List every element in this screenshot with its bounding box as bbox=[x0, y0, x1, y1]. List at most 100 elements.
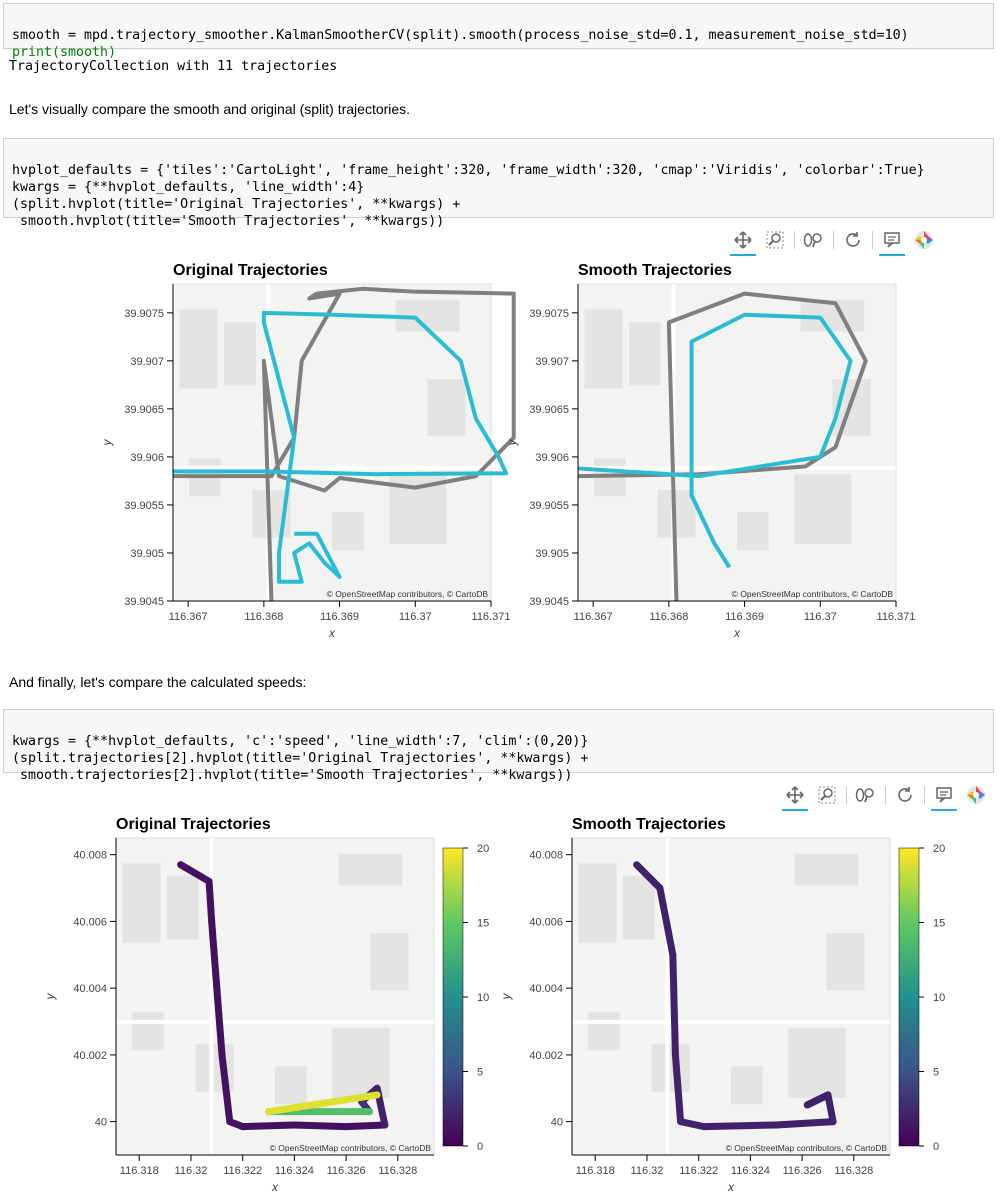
x-axis-label: x bbox=[328, 626, 336, 640]
code-cell-2[interactable]: hvplot_defaults = {'tiles':'CartoLight',… bbox=[3, 138, 994, 229]
pan-icon[interactable] bbox=[730, 227, 756, 256]
speed-segment bbox=[677, 1118, 708, 1131]
x-tick-label: 116.371 bbox=[472, 611, 511, 623]
toolbar-divider bbox=[846, 786, 847, 804]
map-building bbox=[122, 863, 161, 943]
x-tick-label: 116.328 bbox=[378, 1165, 417, 1177]
y-tick-label: 39.907 bbox=[535, 356, 569, 368]
code-line: smooth.trajectories[2].hvplot(title='Smo… bbox=[12, 768, 573, 783]
x-tick-label: 116.37 bbox=[399, 611, 432, 623]
map-attribution: © OpenStreetMap contributors, © CartoDB bbox=[327, 589, 489, 599]
speed-segment bbox=[205, 877, 216, 925]
y-tick-label: 40 bbox=[551, 1117, 563, 1129]
y-tick-label: 39.9075 bbox=[124, 308, 164, 320]
map-building bbox=[370, 933, 409, 991]
toolbar-divider bbox=[924, 786, 925, 804]
x-tick-label: 116.322 bbox=[679, 1165, 718, 1177]
box-zoom-icon[interactable] bbox=[762, 227, 788, 253]
x-tick-label: 116.328 bbox=[834, 1165, 873, 1177]
colorbar-tick-label: 10 bbox=[477, 992, 489, 1004]
cell-output-1: TrajectoryCollection with 11 trajectorie… bbox=[9, 59, 338, 74]
y-tick-label: 40.008 bbox=[73, 850, 107, 862]
speed-segment bbox=[265, 1091, 381, 1116]
trajectory-line bbox=[173, 286, 516, 602]
code-line: kwargs = {**hvplot_defaults, 'line_width… bbox=[12, 180, 365, 195]
top-plots[interactable]: Original Trajectories © OpenStreetMap con… bbox=[0, 255, 1001, 655]
x-tick-label: 116.32 bbox=[175, 1165, 208, 1177]
x-tick-label: 116.324 bbox=[731, 1165, 770, 1177]
bottom-plots[interactable]: Original Trajectories © OpenStreetMap con… bbox=[0, 810, 1001, 1200]
code-cell-1[interactable]: smooth = mpd.trajectory_smoother.KalmanS… bbox=[3, 3, 994, 60]
plot-original-trajectories-top[interactable]: Original Trajectories © OpenStreetMap con… bbox=[100, 262, 516, 640]
y-tick-label: 40.006 bbox=[73, 916, 107, 928]
y-tick-label: 40.002 bbox=[73, 1050, 107, 1062]
wheel-zoom-icon[interactable] bbox=[853, 782, 879, 808]
map-building bbox=[826, 933, 865, 991]
speed-segment bbox=[290, 1121, 350, 1131]
y-axis-label: y bbox=[43, 993, 57, 1001]
speed-segment bbox=[669, 951, 679, 1059]
map-building bbox=[131, 1012, 164, 1051]
hover-icon[interactable] bbox=[879, 227, 905, 256]
plot-toolbar-2 bbox=[782, 782, 989, 811]
y-tick-label: 39.907 bbox=[130, 356, 164, 368]
bokeh-logo-icon[interactable] bbox=[911, 227, 937, 253]
pan-icon[interactable] bbox=[782, 782, 808, 811]
speed-segment bbox=[633, 861, 664, 892]
reset-icon[interactable] bbox=[840, 227, 866, 253]
hover-icon[interactable] bbox=[931, 782, 957, 811]
y-tick-label: 39.9045 bbox=[529, 596, 569, 608]
code-line: (split.trajectories[2].hvplot(title='Ori… bbox=[12, 751, 589, 766]
toolbar-divider bbox=[794, 231, 795, 249]
reset-icon[interactable] bbox=[892, 782, 918, 808]
wheel-zoom-icon[interactable] bbox=[801, 227, 827, 253]
map-building bbox=[657, 490, 696, 538]
speed-segment bbox=[656, 884, 677, 959]
x-axis-label: x bbox=[727, 1180, 735, 1194]
plot-original-trajectories-speed[interactable]: Original Trajectories © OpenStreetMap con… bbox=[43, 816, 489, 1194]
x-tick-label: 116.324 bbox=[275, 1165, 314, 1177]
y-axis-label: y bbox=[505, 439, 519, 447]
plot-smooth-trajectories-speed[interactable]: Smooth Trajectories © OpenStreetMap contr… bbox=[499, 816, 945, 1194]
y-axis-label: y bbox=[499, 993, 513, 1001]
map-building bbox=[584, 309, 623, 389]
colorbar-tick-label: 5 bbox=[477, 1067, 483, 1079]
y-tick-label: 40.006 bbox=[529, 916, 563, 928]
code-line: smooth.hvplot(title='Smooth Trajectories… bbox=[12, 214, 445, 229]
map-building bbox=[578, 863, 617, 943]
bokeh-logo-icon[interactable] bbox=[963, 782, 989, 808]
colorbar bbox=[898, 847, 920, 1147]
colorbar bbox=[442, 847, 464, 1147]
x-tick-label: 116.367 bbox=[574, 611, 613, 623]
plot-title: Smooth Trajectories bbox=[578, 262, 732, 279]
x-tick-label: 116.322 bbox=[223, 1165, 262, 1177]
plot-title: Smooth Trajectories bbox=[572, 816, 726, 833]
y-tick-label: 39.905 bbox=[535, 548, 569, 560]
code-cell-3[interactable]: kwargs = {**hvplot_defaults, 'c':'speed'… bbox=[3, 709, 994, 783]
box-zoom-icon[interactable] bbox=[814, 782, 840, 808]
x-tick-label: 116.326 bbox=[327, 1165, 366, 1177]
map-building bbox=[794, 474, 852, 544]
x-tick-label: 116.371 bbox=[877, 611, 916, 623]
y-tick-label: 39.9045 bbox=[124, 596, 164, 608]
plot-title: Original Trajectories bbox=[116, 816, 271, 833]
x-tick-label: 116.37 bbox=[804, 611, 837, 623]
trajectory-line bbox=[577, 312, 853, 569]
x-tick-label: 116.368 bbox=[244, 611, 283, 623]
y-tick-label: 39.9075 bbox=[529, 308, 569, 320]
y-tick-label: 39.9055 bbox=[124, 500, 164, 512]
code-line: kwargs = {**hvplot_defaults, 'c':'speed'… bbox=[12, 734, 589, 749]
map-building bbox=[332, 512, 364, 551]
trajectory-line bbox=[173, 310, 509, 584]
markdown-text-2: And finally, let's compare the calculate… bbox=[9, 674, 307, 690]
speed-segment bbox=[177, 861, 213, 885]
map-building bbox=[737, 512, 769, 551]
map-building bbox=[731, 1066, 763, 1105]
y-tick-label: 39.9065 bbox=[124, 404, 164, 416]
x-tick-label: 116.368 bbox=[649, 611, 688, 623]
y-tick-label: 40.004 bbox=[529, 983, 563, 995]
colorbar-tick-label: 20 bbox=[933, 843, 945, 855]
y-tick-label: 39.906 bbox=[130, 452, 164, 464]
map-building bbox=[275, 1066, 307, 1105]
plot-smooth-trajectories-top[interactable]: Smooth Trajectories © OpenStreetMap contr… bbox=[505, 262, 915, 640]
